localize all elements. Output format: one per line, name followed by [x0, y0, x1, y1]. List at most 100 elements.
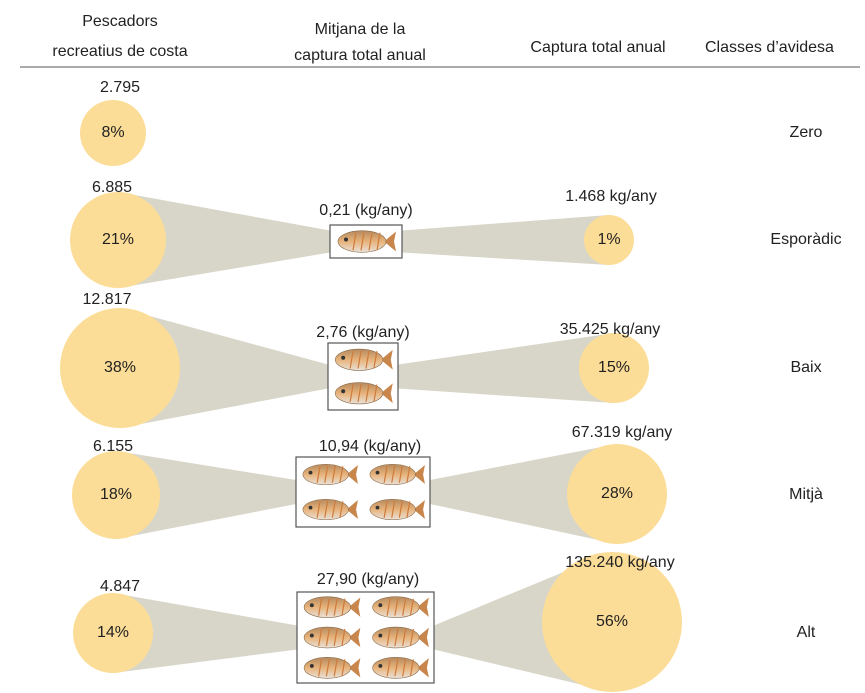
fish-stripe — [341, 598, 346, 616]
fish-stripe — [357, 384, 362, 403]
fish-stripe — [394, 598, 399, 616]
fish-icon — [302, 498, 358, 521]
fish-stripe — [409, 598, 414, 616]
fish-stripe — [360, 232, 365, 251]
fish-stripe — [349, 350, 354, 369]
fish-tail — [417, 597, 429, 617]
fish-stripe — [383, 501, 388, 518]
anglers-share: 21% — [102, 231, 134, 248]
total-catch: 35.425 kg/any — [560, 321, 661, 338]
row: 27,90 (kg/any) 56% 135.240 kg/any 14% 4.847 A… — [73, 552, 816, 692]
fish-stripe — [406, 466, 411, 483]
column-header: captura total anual — [294, 47, 426, 64]
fish-stripe — [386, 628, 391, 647]
fish-eye — [344, 237, 348, 242]
fish-eye — [378, 663, 383, 668]
fish-stripe — [386, 659, 391, 677]
fish-tail — [384, 231, 396, 252]
catch-share: 56% — [596, 613, 628, 630]
mean-catch: 0,21 (kg/any) — [319, 202, 412, 219]
total-catch: 67.319 kg/any — [572, 424, 673, 441]
fish-tail — [380, 383, 393, 404]
row: 8% 2.795 Zero — [80, 79, 823, 166]
column-header: Mitjana de la — [315, 21, 406, 38]
fish-eye — [309, 663, 314, 668]
fish-stripe — [333, 628, 338, 647]
catch-share: 15% — [598, 359, 630, 376]
fish-stripe — [391, 501, 396, 518]
anglers-circle — [80, 100, 146, 166]
fish-stripe — [391, 466, 396, 483]
catch-circle — [579, 333, 649, 403]
fish-stripe — [316, 501, 321, 518]
anglers-circle — [73, 593, 153, 673]
fish-stripe — [318, 628, 323, 647]
fish-stripe — [316, 466, 321, 483]
catch-share: 28% — [601, 485, 633, 502]
fish-eye — [378, 603, 383, 608]
left-cone — [118, 192, 330, 288]
fish-stripe — [331, 501, 336, 518]
fish-stripe — [339, 501, 344, 518]
fish-stripe — [333, 659, 338, 677]
fish-stripe — [341, 628, 346, 647]
fish-eye — [341, 355, 346, 360]
fish-stripe — [394, 628, 399, 647]
fish-stripe — [349, 384, 354, 403]
anglers-circle — [60, 308, 180, 428]
fish-stripe — [373, 384, 378, 403]
total-catch: 135.240 kg/any — [565, 554, 674, 571]
mean-catch: 2,76 (kg/any) — [316, 324, 409, 341]
fish-eye — [308, 470, 313, 475]
fish-icon — [372, 596, 429, 618]
fish-stripe — [373, 350, 378, 369]
fish-stripe — [365, 384, 370, 403]
anglers-share: 8% — [101, 124, 124, 141]
fish-stripe — [352, 232, 357, 251]
fish-eye — [341, 389, 346, 394]
fish-tail — [346, 500, 358, 519]
fish-stripe — [398, 466, 403, 483]
anglers-share: 18% — [100, 486, 132, 503]
fish-stripe — [341, 659, 346, 677]
left-cone — [116, 451, 296, 539]
column-header: recreatius de costa — [52, 43, 187, 60]
fish-eye — [375, 505, 380, 510]
fish-icon — [369, 498, 425, 521]
right-cone — [430, 444, 617, 544]
left-cone — [113, 593, 297, 673]
fish-stripe — [402, 628, 407, 647]
fish-stripe — [368, 232, 373, 251]
fish-tail — [413, 465, 425, 484]
fish-icon — [303, 657, 361, 679]
class-label: Alt — [797, 624, 816, 641]
fish-stripe — [324, 466, 329, 483]
fish-stripe — [325, 598, 330, 616]
class-label: Baix — [790, 359, 821, 376]
fish-tail — [417, 658, 429, 678]
column-header: Pescadors — [82, 13, 158, 30]
left-cone — [120, 308, 328, 428]
fish-tail — [348, 627, 361, 648]
fish-icon — [334, 382, 393, 405]
fish-tail — [348, 658, 361, 678]
fish-tail — [346, 465, 358, 484]
class-label: Esporàdic — [770, 231, 841, 248]
fish-tail — [417, 627, 429, 648]
catch-share: 1% — [597, 231, 620, 248]
fish-stripe — [409, 659, 414, 677]
anglers-circle — [72, 451, 160, 539]
fish-stripe — [409, 628, 414, 647]
class-label: Mitjà — [789, 486, 823, 503]
fish-icon — [303, 626, 361, 649]
fish-icon — [372, 657, 429, 679]
fish-stripe — [394, 659, 399, 677]
right-cone — [398, 333, 614, 403]
fish-tail — [380, 349, 393, 370]
fish-tail — [413, 500, 425, 519]
fish-stripe — [318, 598, 323, 616]
fish-stripe — [339, 466, 344, 483]
fish-stripe — [357, 350, 362, 369]
fish-stripe — [386, 598, 391, 616]
